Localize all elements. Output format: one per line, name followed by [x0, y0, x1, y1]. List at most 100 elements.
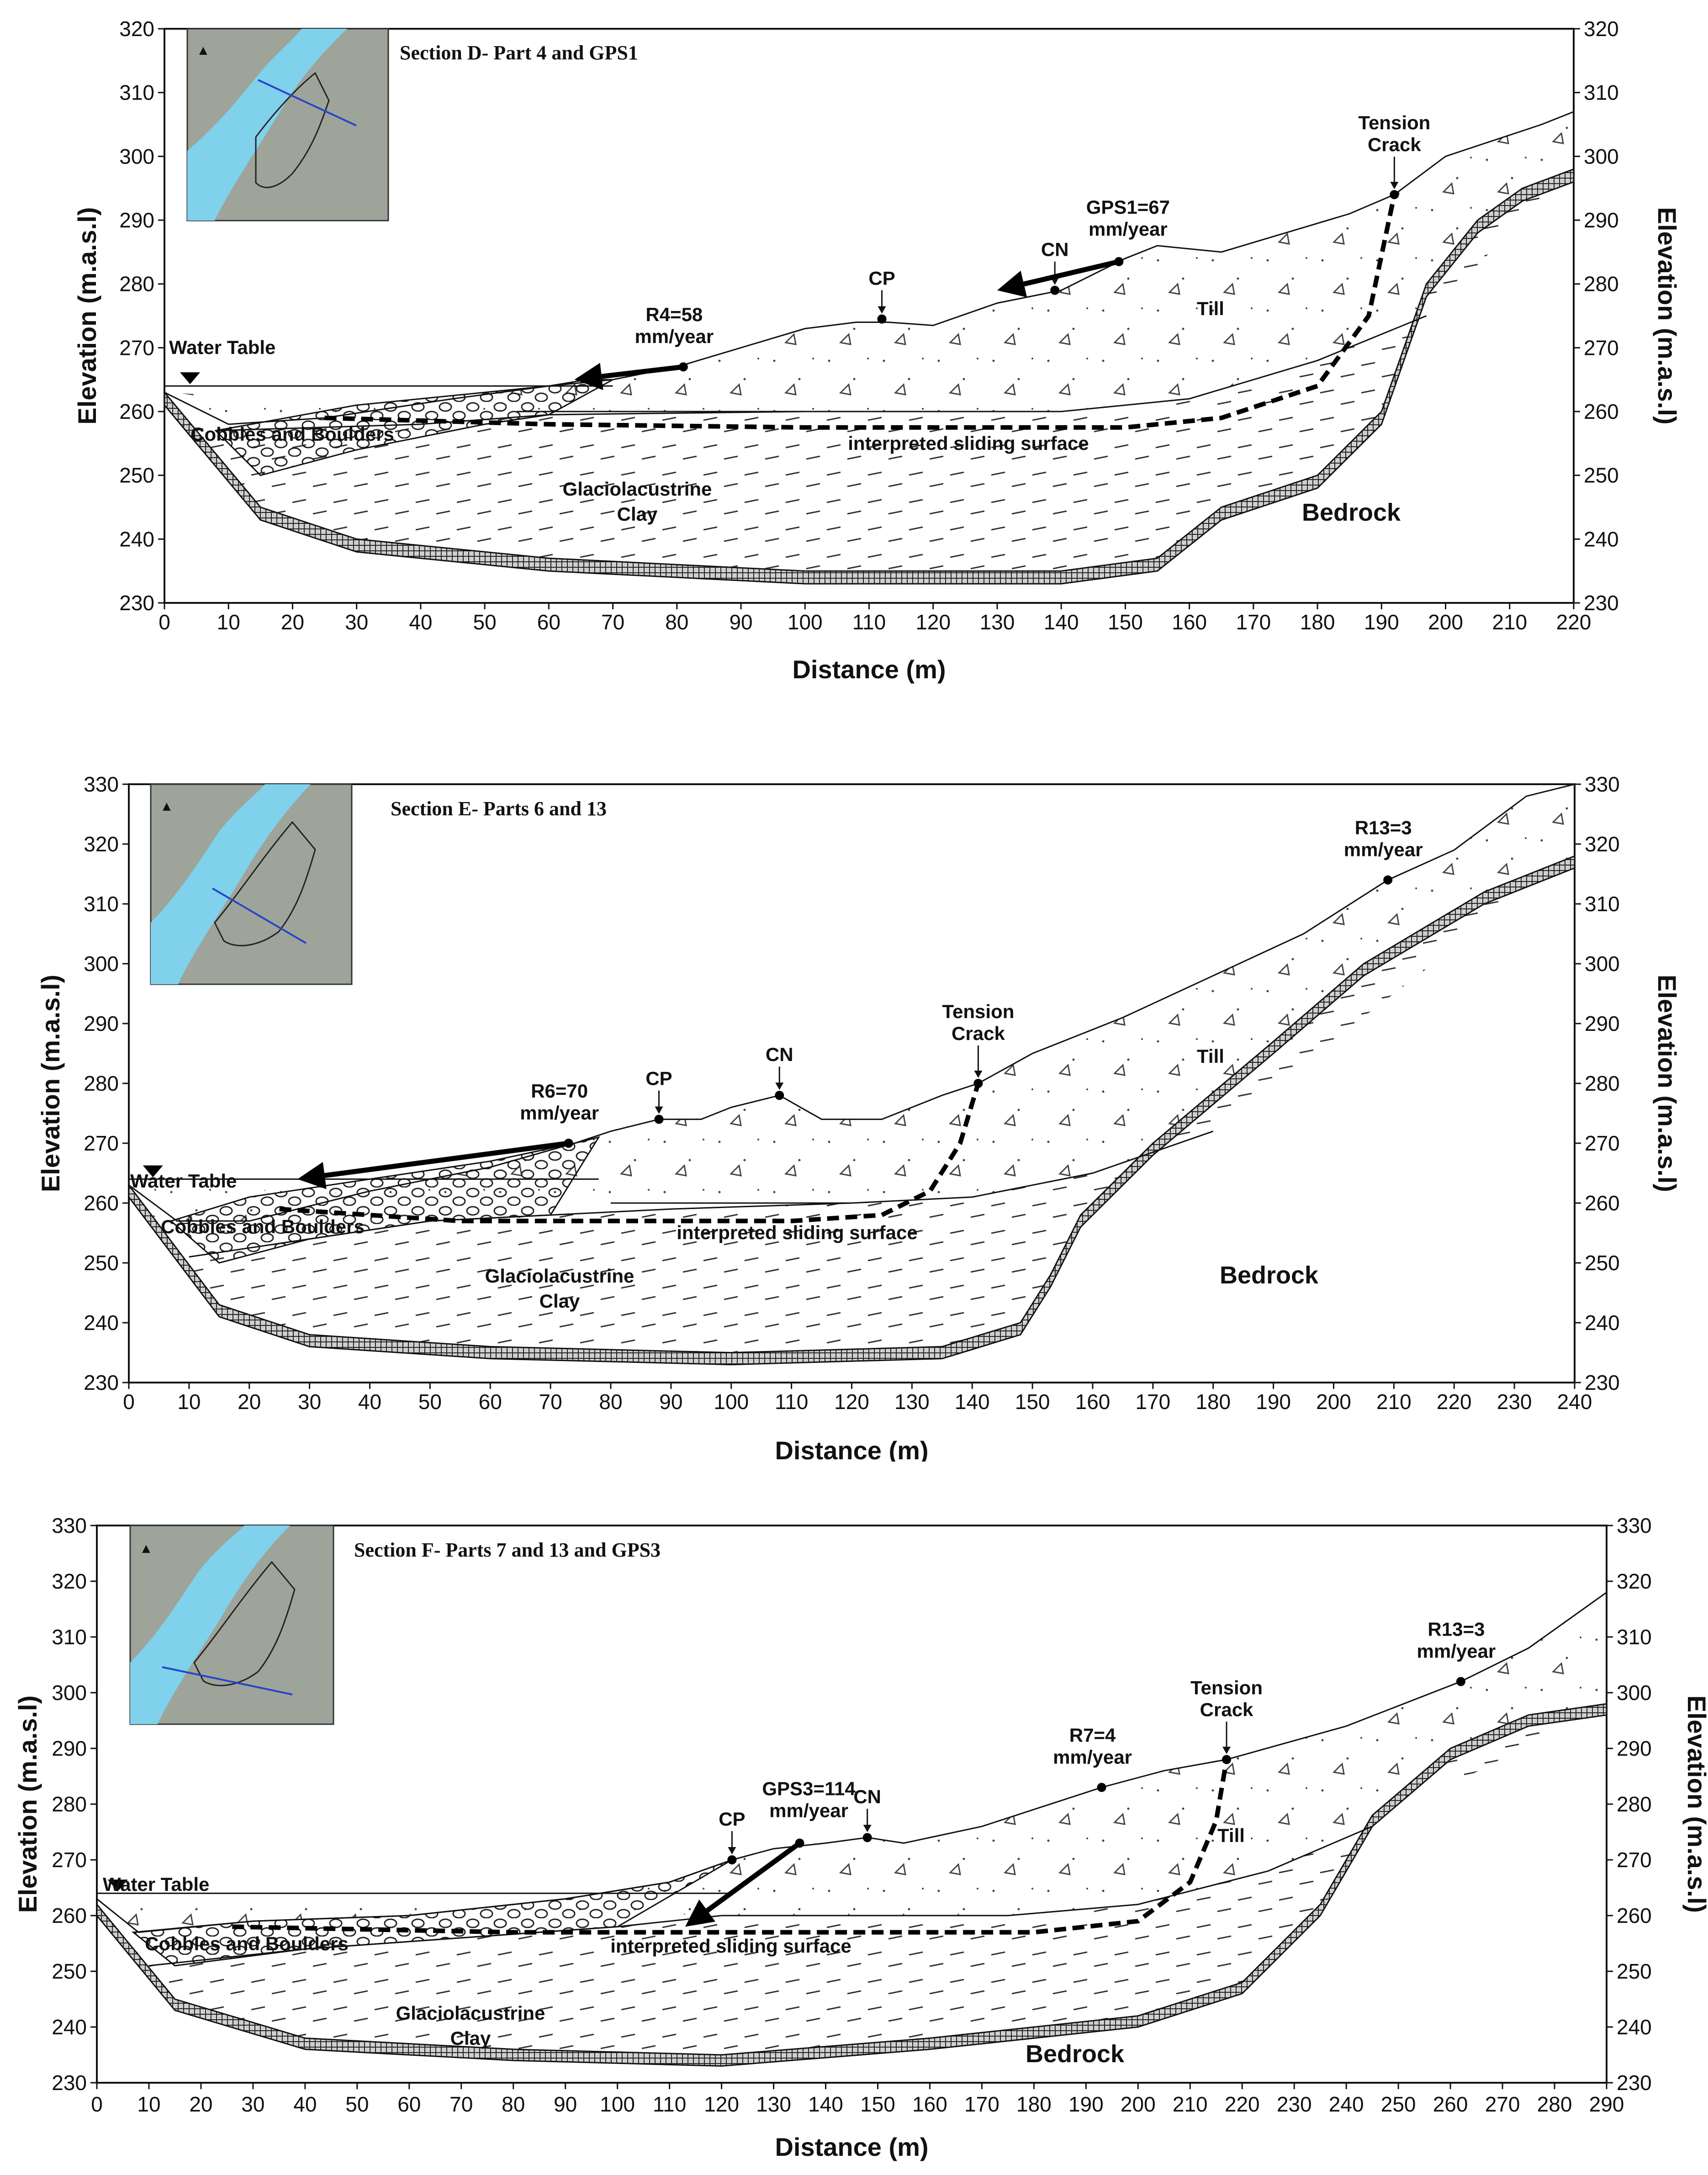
x-tick-label: 30: [241, 2092, 264, 2116]
x-tick-label: 80: [599, 1390, 622, 1414]
x-tick-label: 90: [554, 2092, 577, 2116]
y-tick-label-right: 240: [1617, 2015, 1652, 2039]
x-tick-label: 170: [1136, 1390, 1171, 1414]
till-base-line: [611, 1130, 1214, 1204]
r-secondary-point: [1456, 1677, 1465, 1686]
section-d-figure: Water Table Till Bedrock Glaciolacustrine Cl…: [73, 17, 1682, 684]
x-tick-label: 110: [775, 1390, 808, 1414]
r-main-label: R7=4: [1069, 1724, 1116, 1746]
tension-crack-label: Crack: [1200, 1699, 1253, 1720]
section-title: Section D- Part 4 and GPS1: [400, 42, 638, 64]
r-main-label: mm/year: [1053, 1746, 1132, 1768]
cn-label: CN: [766, 1044, 793, 1065]
tension-crack-arrowhead: [1222, 1747, 1231, 1754]
y-tick-label-right: 250: [1585, 1251, 1620, 1275]
x-tick-label: 290: [1589, 2092, 1624, 2116]
cp-point: [877, 314, 887, 324]
x-tick-label: 100: [788, 610, 823, 634]
y-tick-label-left: 320: [119, 17, 154, 41]
x-axis-title: Distance (m): [775, 1436, 928, 1462]
x-tick-label: 170: [1236, 610, 1271, 634]
y-axis-title-left: Elevation (m.a.s.l): [73, 207, 101, 424]
axes: 0 10 20 30 40 50 60 70 80 90 100 110 120 130 140 150 160…: [13, 1514, 1708, 2161]
y-tick-label-left: 260: [119, 400, 154, 423]
tension-crack-point: [1390, 190, 1399, 200]
x-tick-label: 200: [1121, 2092, 1156, 2116]
y-tick-label-left: 310: [84, 892, 119, 916]
cn-point: [1050, 285, 1060, 295]
y-tick-label-right: 230: [1617, 2071, 1652, 2095]
y-tick-label-left: 240: [119, 527, 154, 551]
section-f-panel: Water Table Till Bedrock Glaciolacustrine Cl…: [0, 1480, 1708, 2173]
movement-arrowhead: [574, 363, 603, 390]
y-axis-title-right: Elevation (m.a.s.l): [1653, 207, 1682, 424]
x-tick-label: 70: [539, 1390, 562, 1414]
r-secondary-label: mm/year: [1417, 1641, 1496, 1662]
y-tick-label-right: 320: [1617, 1569, 1652, 1593]
water-table-icon: [143, 1165, 163, 1177]
y-tick-label-right: 230: [1584, 591, 1619, 615]
y-tick-label-right: 290: [1585, 1012, 1620, 1035]
sliding-surface-label: interpreted sliding surface: [848, 433, 1089, 454]
y-tick-label-left: 280: [84, 1072, 119, 1095]
x-tick-label: 260: [1433, 2092, 1468, 2116]
x-tick-label: 150: [860, 2092, 895, 2116]
x-tick-label: 130: [756, 2092, 791, 2116]
cp-arrowhead: [728, 1847, 736, 1854]
clay-top-line: [148, 1915, 722, 1967]
x-tick-label: 130: [980, 610, 1015, 634]
r-secondary-label: R13=3: [1355, 817, 1412, 839]
x-tick-label: 210: [1492, 610, 1527, 634]
x-tick-label: 90: [659, 1390, 682, 1414]
x-tick-label: 60: [479, 1390, 502, 1414]
x-tick-label: 70: [449, 2092, 473, 2116]
till-layer: [129, 784, 1575, 1221]
clay-label-line1: Glaciolacustrine: [396, 2002, 545, 2024]
movement-arrow: [1023, 259, 1120, 287]
y-tick-label-left: 270: [52, 1848, 87, 1872]
x-tick-label: 10: [177, 1390, 201, 1414]
bedrock-band: [128, 855, 1576, 1366]
svg-text:▲: ▲: [139, 1541, 153, 1556]
location-map-inset: ▲: [129, 1525, 334, 1725]
y-tick-label-left: 290: [52, 1737, 87, 1760]
y-tick-label-left: 270: [119, 336, 154, 359]
sliding-surface-line: [232, 1759, 1229, 1935]
movement-arrow: [601, 364, 684, 379]
gps-label: GPS1=67: [1086, 196, 1170, 218]
cobbles-label: Cobbles and Boulders: [161, 1216, 365, 1237]
y-tick-label-right: 310: [1585, 892, 1620, 916]
cp-label: CP: [645, 1068, 672, 1089]
cp-point: [654, 1114, 664, 1124]
movement-arrowhead: [685, 1899, 715, 1927]
y-tick-label-left: 320: [84, 832, 119, 856]
y-tick-label-left: 300: [84, 952, 119, 976]
y-tick-label-left: 330: [52, 1514, 87, 1537]
x-tick-label: 220: [1437, 1390, 1472, 1414]
y-tick-label-right: 290: [1584, 208, 1619, 232]
x-tick-label: 230: [1277, 2092, 1312, 2116]
x-tick-label: 160: [912, 2092, 947, 2116]
r-secondary-label: mm/year: [1344, 839, 1423, 860]
x-tick-label: 140: [1044, 610, 1079, 634]
x-tick-label: 10: [217, 610, 240, 634]
ground-surface: [128, 783, 1575, 1222]
x-tick-label: 100: [714, 1390, 749, 1414]
x-tick-label: 240: [1329, 2092, 1364, 2116]
x-tick-label: 280: [1537, 2092, 1572, 2116]
y-tick-label-left: 250: [84, 1251, 119, 1275]
x-tick-label: 140: [955, 1390, 990, 1414]
water-table-icon: [107, 1879, 128, 1892]
y-tick-label-right: 310: [1617, 1625, 1652, 1649]
tension-crack-label: Crack: [952, 1023, 1005, 1044]
sliding-surface-label: interpreted sliding surface: [677, 1222, 917, 1243]
ground-surface: [164, 111, 1574, 425]
axes: 0 10 20 30 40 50 60 70 80 90 100 110 120 130 140 150 160…: [36, 772, 1682, 1465]
tension-crack-arrowhead: [1390, 182, 1399, 190]
tension-crack-arrowhead: [974, 1071, 983, 1078]
x-tick-label: 0: [159, 610, 170, 634]
x-tick-label: 150: [1015, 1390, 1050, 1414]
y-tick-label-left: 310: [52, 1625, 87, 1649]
y-tick-label-right: 240: [1584, 527, 1619, 551]
y-tick-label-right: 300: [1617, 1681, 1652, 1705]
